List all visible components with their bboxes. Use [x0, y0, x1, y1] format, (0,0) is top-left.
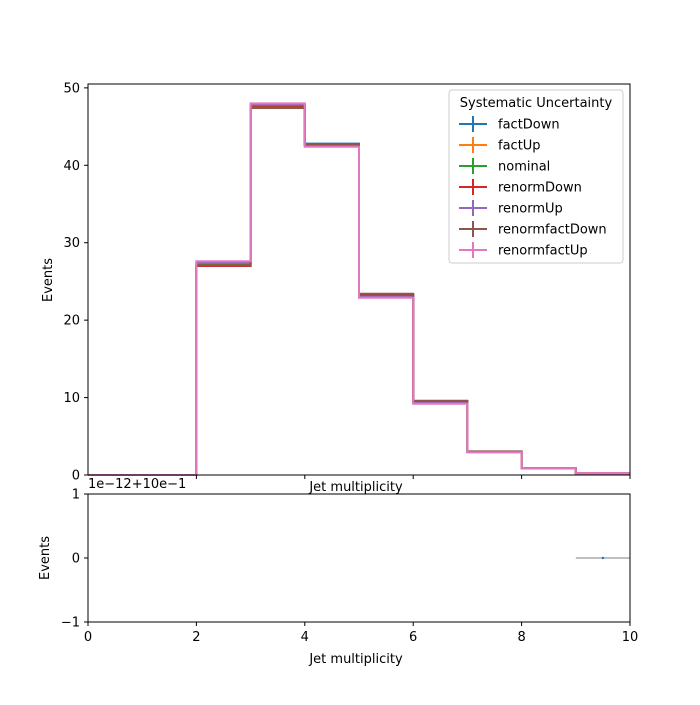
main-y-axis-label: Events: [41, 258, 56, 302]
ratio-y-ticks: −1 0 1: [61, 488, 88, 631]
legend-label: renormfactDown: [498, 223, 607, 238]
legend-item-renormUp: renormUp: [459, 200, 563, 217]
ratio-plot-area: [88, 494, 630, 622]
main-y-tick-label: 40: [63, 159, 80, 174]
main-x-ticks: [195, 475, 631, 479]
ratio-y-tick-label: −1: [61, 616, 80, 631]
ratio-x-tick-label: 4: [301, 630, 309, 645]
legend-label: factUp: [498, 139, 541, 154]
main-y-ticks: 0 10 20 30 40 50: [63, 81, 88, 484]
legend-label: nominal: [498, 160, 550, 175]
legend-box: [448, 89, 624, 264]
legend-label: renormDown: [498, 181, 582, 196]
legend-items: factDown factUp nominal renormDown renormUp r…: [459, 116, 607, 259]
ratio-x-tick-label: 6: [409, 630, 417, 645]
legend-item-factDown: factDown: [459, 116, 560, 133]
ratio-x-ticks: 0 2 4 6 8 10: [84, 622, 638, 645]
ratio-x-tick-label: 8: [517, 630, 525, 645]
ratio-y-tick-label: 1: [72, 488, 80, 503]
main-y-tick-label: 20: [63, 314, 80, 329]
legend-item-renormfactUp: renormfactUp: [459, 242, 588, 259]
legend-item-nominal: nominal: [459, 158, 550, 175]
legend-label: renormfactUp: [498, 244, 588, 259]
main-panel: 0 10 20 30 40 50 Jet multiplicity Events Syst…: [41, 81, 631, 495]
legend-label: renormUp: [498, 202, 563, 217]
main-x-axis-label: Jet multiplicity: [308, 480, 403, 495]
legend-label: factDown: [498, 118, 560, 133]
legend: Systematic Uncertainty factDown factUp nom…: [448, 89, 624, 264]
legend-item-renormDown: renormDown: [459, 179, 582, 196]
ratio-offset-label: 1e−12+10e−1: [88, 477, 186, 492]
legend-title: Systematic Uncertainty: [460, 96, 613, 111]
main-y-tick-label: 30: [63, 236, 80, 251]
ratio-x-tick-label: 10: [622, 630, 639, 645]
ratio-x-axis-label: Jet multiplicity: [308, 652, 403, 667]
main-y-tick-label: 10: [63, 391, 80, 406]
series-line-renormfactUp: [88, 102, 630, 476]
main-series-group: [88, 102, 630, 476]
main-plot-frame: [87, 83, 631, 476]
ratio-y-tick-label: 0: [72, 552, 80, 567]
ratio-panel: 0 2 4 6 8 10 −1 0 1 1e−12+10e−1 Jet multiplicit…: [38, 477, 638, 667]
legend-item-factUp: factUp: [459, 137, 541, 154]
ratio-y-axis-label: Events: [38, 536, 53, 580]
main-y-tick-label: 50: [63, 81, 80, 96]
main-y-tick-label: 0: [72, 469, 80, 484]
ratio-x-tick-label: 0: [84, 630, 92, 645]
ratio-x-tick-label: 2: [192, 630, 200, 645]
legend-item-renormfactDown: renormfactDown: [459, 221, 607, 238]
ratio-series-group: [575, 556, 630, 560]
ratio-point: [601, 556, 605, 560]
